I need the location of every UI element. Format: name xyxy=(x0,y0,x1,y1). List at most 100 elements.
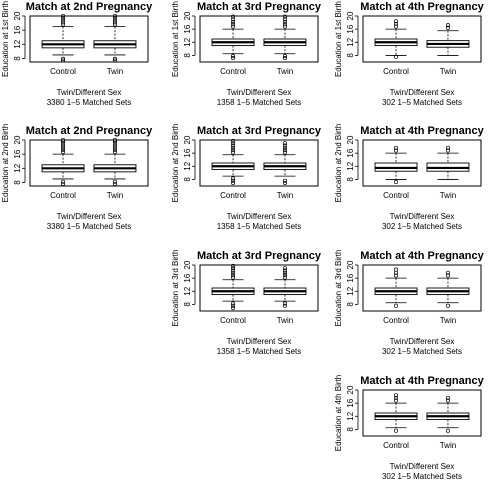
panel-subtitle: 3380 1–5 Matched Sets xyxy=(47,98,132,107)
y-tick-label: 20 xyxy=(13,135,22,144)
panel-title: Match at 3rd Pregnancy xyxy=(197,1,322,13)
outlier-point xyxy=(282,268,288,273)
y-axis-label: Education at 1st Birth xyxy=(171,1,180,77)
outlier-point xyxy=(230,148,236,153)
y-tick-label: 8 xyxy=(13,180,22,185)
panel-subtitle: Twin/Different Sex xyxy=(57,212,122,221)
panel-title: Match at 3rd Pregnancy xyxy=(197,250,322,262)
outlier-point xyxy=(445,145,451,150)
y-tick-label: 12 xyxy=(346,37,355,46)
y-tick-label: 16 xyxy=(346,24,355,33)
outlier-point xyxy=(112,143,118,148)
box-twin xyxy=(93,137,137,186)
x-tick-label: Control xyxy=(50,191,76,200)
x-tick-label: Twin xyxy=(277,67,293,76)
outlier-point xyxy=(445,25,451,30)
y-tick-label: 8 xyxy=(346,53,355,58)
panel-subtitle: 302 1–5 Matched Sets xyxy=(382,98,462,107)
panel-subtitle: Twin/Different Sex xyxy=(390,337,455,346)
outlier-point xyxy=(393,145,399,150)
y-tick-label: 8 xyxy=(183,177,192,182)
outlier-point xyxy=(393,148,399,153)
outlier-point xyxy=(230,263,236,269)
panel-subtitle: Twin/Different Sex xyxy=(227,212,292,221)
y-tick-label: 8 xyxy=(183,302,192,307)
y-axis-label: Education at 1st Birth xyxy=(334,1,343,77)
y-tick-label: 12 xyxy=(183,37,192,46)
x-tick-label: Twin xyxy=(440,67,456,76)
outlier-point xyxy=(112,147,118,152)
y-tick-label: 12 xyxy=(183,161,192,170)
outlier-point xyxy=(230,301,236,306)
panel-title: Match at 3rd Pregnancy xyxy=(197,125,322,137)
plot-frame xyxy=(199,15,319,63)
outlier-point xyxy=(445,23,451,28)
box-control xyxy=(41,13,85,63)
outlier-point xyxy=(60,16,66,21)
outlier-point xyxy=(445,303,451,308)
panel-subtitle: 302 1–5 Matched Sets xyxy=(382,347,462,356)
x-tick-label: Twin xyxy=(107,191,123,200)
y-axis-label: Education at 2nd Birth xyxy=(171,124,180,203)
outlier-point xyxy=(112,22,118,27)
outlier-point xyxy=(60,13,66,19)
outlier-point xyxy=(282,22,288,27)
outlier-point xyxy=(393,273,399,278)
panel-title: Match at 4th Pregnancy xyxy=(360,375,484,387)
x-tick-label: Control xyxy=(220,316,246,325)
outlier-point xyxy=(282,14,288,19)
outlier-point xyxy=(112,139,118,144)
panel-subtitle: 3380 1–5 Matched Sets xyxy=(47,222,132,231)
box-control xyxy=(374,145,418,185)
x-tick-label: Twin xyxy=(440,441,456,450)
x-tick-label: Twin xyxy=(440,316,456,325)
outlier-point xyxy=(282,270,288,275)
outlier-point xyxy=(112,18,118,23)
outlier-point xyxy=(230,275,236,280)
outlier-point xyxy=(393,19,399,24)
outlier-point xyxy=(230,268,236,273)
y-tick-label: 12 xyxy=(13,39,22,48)
y-tick-label: 16 xyxy=(346,273,355,282)
outlier-point xyxy=(230,145,236,150)
y-axis-label: Education at 4th Birth xyxy=(334,375,343,452)
y-tick-label: 12 xyxy=(346,161,355,170)
y-tick-label: 16 xyxy=(13,149,22,158)
outlier-point xyxy=(393,267,399,272)
outlier-point xyxy=(282,275,288,280)
outlier-point xyxy=(230,138,236,144)
outlier-point xyxy=(60,18,66,23)
y-tick-label: 20 xyxy=(183,260,192,269)
panel-subtitle: 302 1–5 Matched Sets xyxy=(382,222,462,231)
plot-frame xyxy=(362,264,482,312)
outlier-point xyxy=(282,266,288,271)
outlier-point xyxy=(230,180,236,186)
y-tick-label: 16 xyxy=(13,25,22,34)
outlier-point xyxy=(282,24,288,29)
y-tick-label: 16 xyxy=(183,148,192,157)
outlier-point xyxy=(230,24,236,29)
panel-subtitle: Twin/Different Sex xyxy=(57,88,122,97)
outlier-point xyxy=(230,141,236,146)
outlier-point xyxy=(230,143,236,148)
outlier-point xyxy=(60,145,66,150)
plot-frame xyxy=(362,389,482,437)
y-tick-label: 20 xyxy=(346,11,355,20)
box-twin xyxy=(263,14,307,61)
outlier-point xyxy=(230,56,236,61)
outlier-point xyxy=(282,17,288,22)
outlier-point xyxy=(445,395,451,400)
y-tick-label: 20 xyxy=(183,135,192,144)
outlier-point xyxy=(282,141,288,146)
x-tick-label: Twin xyxy=(440,191,456,200)
outlier-point xyxy=(282,148,288,153)
x-tick-label: Control xyxy=(383,67,409,76)
outlier-point xyxy=(445,273,451,278)
outlier-point xyxy=(230,54,236,59)
